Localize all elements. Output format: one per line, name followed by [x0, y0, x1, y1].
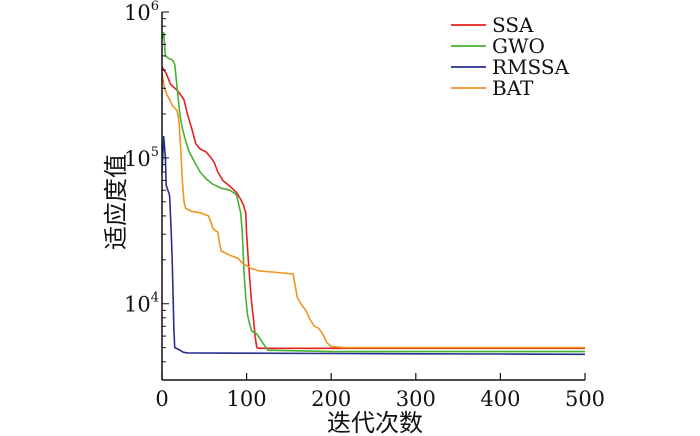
legend-label-bat: BAT — [492, 76, 534, 100]
legend-label-ssa: SSA — [492, 13, 534, 37]
series-lines — [161, 31, 586, 356]
x-ticks: 0 100 200 300 400 500 — [155, 373, 605, 411]
y-tick-label: 105 — [124, 145, 159, 171]
y-axis-label: 适应度值 — [102, 154, 130, 250]
series-line-gwo — [161, 31, 585, 353]
x-axis-label: 迭代次数 — [327, 409, 423, 436]
legend-label-gwo: GWO — [492, 34, 545, 58]
x-tick-label: 500 — [565, 387, 605, 411]
series-line-ssa — [161, 66, 585, 350]
x-tick-label: 300 — [396, 387, 436, 411]
legend-label-rmssa: RMSSA — [492, 55, 570, 79]
series-line-bat — [161, 73, 585, 349]
y-ticks: 104 105 106 — [124, 0, 169, 381]
x-tick-label: 0 — [155, 387, 168, 411]
x-tick-label: 200 — [311, 387, 351, 411]
axes — [161, 12, 585, 381]
series-line-rmssa — [161, 135, 586, 356]
y-tick-label: 104 — [124, 291, 159, 317]
x-tick-label: 100 — [227, 387, 267, 411]
x-tick-label: 400 — [480, 387, 520, 411]
y-tick-label: 106 — [124, 0, 159, 25]
